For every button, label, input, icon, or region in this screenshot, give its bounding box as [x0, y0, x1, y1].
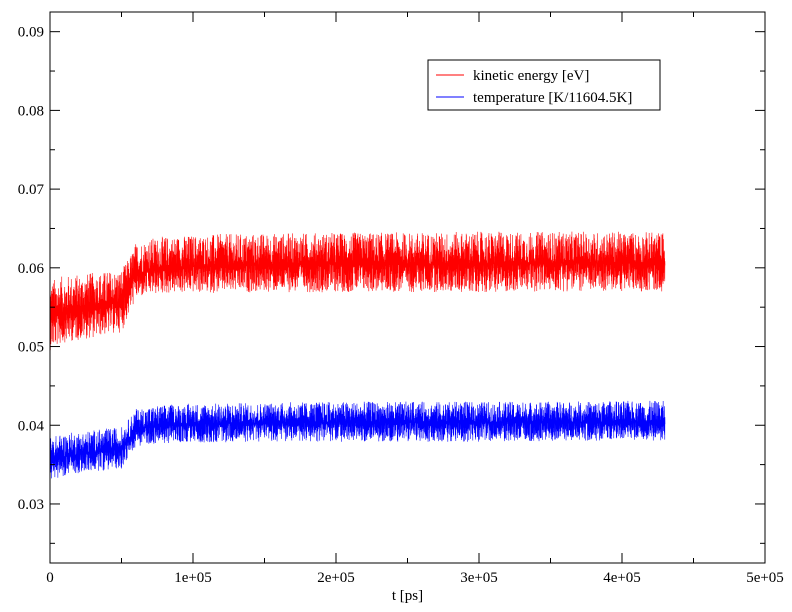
y-tick-label: 0.05 [18, 340, 44, 356]
x-tick-label: 3e+05 [460, 570, 498, 586]
y-tick-label: 0.06 [18, 261, 45, 277]
series-layer [49, 231, 666, 479]
legend-entry-kinetic-energy: kinetic energy [eV] [473, 68, 589, 84]
x-tick-label: 4e+05 [603, 570, 641, 586]
x-tick-label: 1e+05 [174, 570, 212, 586]
x-tick-label: 0 [46, 570, 54, 586]
y-tick-label: 0.08 [18, 103, 44, 119]
legend-entry-temperature: temperature [K/11604.5K] [473, 90, 632, 106]
series-temperature-line [49, 400, 666, 479]
ticks-layer: 0 1e+05 2e+05 3e+05 4e+05 5e+05 0.03 0.04 0.05 0.… [18, 12, 784, 586]
legend-box [427, 59, 661, 111]
x-tick-label: 5e+05 [746, 570, 784, 586]
series-kinetic-energy-line [49, 231, 666, 351]
y-tick-label: 0.07 [18, 182, 45, 198]
y-tick-label: 0.09 [18, 25, 44, 41]
legend: kinetic energy [eV] temperature [K/11604… [427, 59, 661, 111]
y-tick-label: 0.04 [18, 418, 45, 434]
x-axis-label: t [ps] [392, 588, 423, 604]
y-tick-label: 0.03 [18, 497, 44, 513]
x-tick-label: 2e+05 [317, 570, 355, 586]
